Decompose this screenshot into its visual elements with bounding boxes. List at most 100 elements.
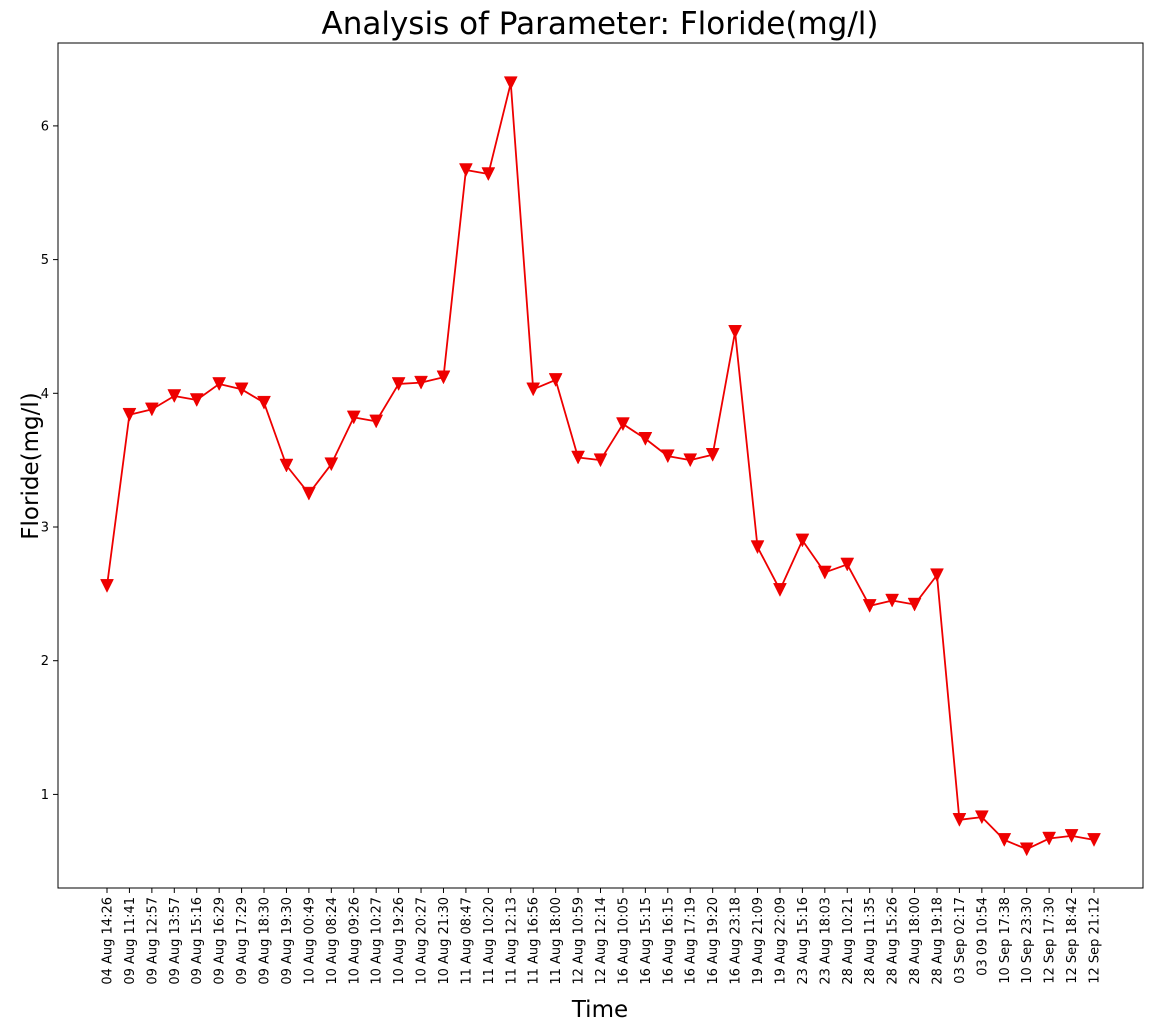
data-point-marker — [705, 448, 720, 462]
data-point-marker — [369, 414, 384, 429]
data-point-marker — [1064, 829, 1079, 843]
x-tick-label: 03 09 10:54 — [975, 897, 990, 976]
data-point-marker — [301, 486, 316, 501]
x-tick-label: 11 Aug 12:13 — [504, 897, 519, 985]
x-tick-label: 09 Aug 19:30 — [280, 897, 295, 985]
data-point-marker — [167, 389, 182, 404]
y-axis-label: Floride(mg/l) — [18, 392, 44, 539]
x-tick-label: 28 Aug 19:18 — [930, 897, 945, 985]
data-point-marker — [862, 599, 877, 613]
x-tick-label: 10 Aug 09:26 — [347, 897, 362, 985]
x-tick-label: 10 Aug 08:24 — [325, 897, 340, 985]
x-tick-label: 11 Aug 18:00 — [549, 897, 564, 985]
x-tick-label: 16 Aug 17:19 — [684, 897, 699, 985]
plot-area: 1 2 3 4 5 6 04 Aug 14:26 09 Aug 11:41 09 Aug 12:… — [41, 42, 1144, 985]
x-tick-label: 23 Aug 18:03 — [818, 897, 833, 985]
x-tick-label: 10 Aug 19:26 — [392, 897, 407, 985]
data-point-marker — [279, 458, 294, 473]
data-point-marker — [189, 393, 204, 408]
x-tick-label: 09 Aug 12:57 — [145, 897, 160, 985]
x-tick-label: 28 Aug 10:21 — [841, 897, 856, 985]
x-tick-label: 09 Aug 16:29 — [213, 897, 228, 985]
data-point-marker — [638, 432, 653, 446]
x-tick-label: 28 Aug 11:35 — [863, 897, 878, 985]
x-tick-label: 16 Aug 15:15 — [639, 897, 654, 985]
data-point-marker — [593, 453, 608, 468]
x-tick-label: 09 Aug 17:29 — [235, 897, 250, 985]
x-tick-label: 11 Aug 16:56 — [527, 897, 542, 985]
data-point-marker — [1087, 833, 1101, 847]
x-tick-label: 10 Sep 23:30 — [1020, 897, 1035, 984]
x-tick-label: 11 Aug 10:20 — [482, 897, 497, 985]
data-point-marker — [907, 597, 922, 612]
x-tick-label: 12 Aug 10:59 — [572, 897, 587, 985]
x-tick-label: 12 Aug 12:14 — [594, 897, 609, 985]
x-tick-label: 10 Aug 00:49 — [302, 897, 317, 985]
y-axis-label-text: Floride(mg/l) — [18, 392, 44, 539]
data-point-marker — [930, 568, 944, 583]
data-point-marker — [571, 450, 585, 465]
data-point-marker — [414, 375, 428, 390]
data-point-marker — [234, 382, 249, 397]
data-point-marker — [616, 417, 630, 432]
data-point-marker — [212, 377, 227, 391]
data-point-marker — [346, 410, 361, 425]
x-tick-label: 19 Aug 21:09 — [751, 897, 766, 985]
y-tick-label: 4 — [41, 387, 49, 402]
x-tick-label: 28 Aug 18:00 — [908, 897, 923, 985]
data-point-marker — [391, 377, 406, 391]
data-point-marker — [144, 402, 159, 417]
data-point-marker — [728, 325, 742, 339]
data-point-marker — [1042, 831, 1057, 846]
data-point-marker — [974, 810, 989, 825]
x-tick-label: 09 Aug 15:16 — [190, 897, 205, 985]
x-tick-label: 12 Sep 18:42 — [1065, 897, 1080, 984]
x-tick-label: 11 Aug 08:47 — [459, 897, 474, 985]
data-point-marker — [952, 813, 967, 827]
x-tick-label: 09 Aug 13:57 — [168, 897, 183, 985]
x-tick-label: 10 Aug 20:27 — [415, 897, 430, 985]
data-point-marker — [526, 382, 541, 397]
data-point-marker — [817, 565, 832, 580]
x-tick-label: 12 Sep 21:12 — [1088, 897, 1103, 984]
data-point-marker — [840, 557, 855, 572]
y-tick-label: 1 — [41, 788, 49, 803]
x-tick-label: 16 Aug 23:18 — [729, 897, 744, 985]
data-point-marker — [459, 163, 473, 178]
chart-title: Analysis of Parameter: Floride(mg/l) — [322, 6, 879, 42]
x-tick-label: 16 Aug 16:15 — [661, 897, 676, 985]
data-point-marker — [683, 453, 698, 468]
data-point-marker — [548, 373, 563, 387]
y-tick-label: 3 — [41, 521, 49, 536]
data-point-marker — [324, 457, 339, 472]
data-point-marker — [773, 583, 787, 597]
x-tick-label: 16 Aug 19:20 — [706, 897, 721, 985]
x-tick-label: 28 Aug 15:26 — [886, 897, 901, 985]
data-point-marker — [436, 370, 451, 385]
x-tick-label: 12 Sep 17:30 — [1043, 897, 1058, 984]
data-point-marker — [750, 540, 765, 555]
x-tick-label: 10 Aug 10:27 — [370, 897, 385, 985]
data-point-marker — [100, 579, 114, 593]
data-point-marker — [660, 449, 675, 464]
x-tick-label: 03 Sep 02:17 — [953, 897, 968, 984]
x-tick-label: 10 Aug 21:30 — [437, 897, 452, 985]
x-tick-label: 04 Aug 14:26 — [101, 897, 116, 985]
data-point-marker — [257, 395, 271, 410]
y-tick-label: 2 — [41, 654, 49, 669]
data-point-marker — [481, 167, 496, 182]
x-tick-label: 16 Aug 10:05 — [616, 897, 631, 985]
x-tick-label: 19 Aug 22:09 — [773, 897, 788, 985]
data-point-marker — [795, 533, 810, 548]
x-axis-label: Time — [571, 997, 628, 1023]
y-tick-label: 5 — [41, 253, 49, 268]
data-point-marker — [885, 593, 900, 608]
y-tick-label: 6 — [41, 119, 49, 134]
x-tick-label: 09 Aug 18:30 — [258, 897, 273, 985]
x-tick-label: 09 Aug 11:41 — [123, 897, 138, 985]
data-point-marker — [997, 833, 1012, 847]
x-tick-label: 23 Aug 15:16 — [796, 897, 811, 985]
data-point-marker — [1019, 842, 1034, 857]
data-point-marker — [503, 76, 518, 91]
